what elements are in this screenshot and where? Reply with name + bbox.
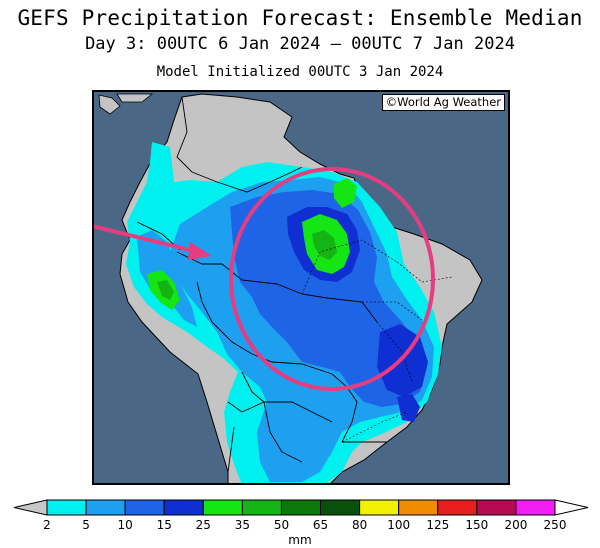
annotation-arrowhead <box>188 242 212 260</box>
colorbar-tick-label: 65 <box>313 518 328 532</box>
annotation-layer <box>94 167 435 391</box>
colorbar-swatch <box>202 499 243 516</box>
colorbar-swatch <box>85 499 126 516</box>
model-initialized: Model Initialized 00UTC 3 Jan 2024 <box>156 64 444 80</box>
colorbar-swatch <box>320 499 361 516</box>
colorbar-unit: mm <box>288 533 311 547</box>
colorbar-tick-label: 125 <box>426 518 449 532</box>
colorbar-tick-label: 2 <box>43 518 51 532</box>
colorbar-tick-label: 250 <box>544 518 567 532</box>
precipitation-map: ©World Ag Weather <box>92 90 510 485</box>
colorbar-swatch <box>515 499 556 516</box>
chart-title: GEFS Precipitation Forecast: Ensemble Me… <box>17 6 583 30</box>
colorbar-swatch <box>437 499 478 516</box>
colorbar-tick-label: 150 <box>465 518 488 532</box>
colorbar-tick-label: 5 <box>82 518 90 532</box>
credit-label: ©World Ag Weather <box>381 94 505 111</box>
colorbar-tick-label: 50 <box>274 518 289 532</box>
colorbar-tick-label: 10 <box>118 518 133 532</box>
colorbar-swatch <box>46 499 87 516</box>
colorbar-tick-label: 35 <box>235 518 250 532</box>
colorbar-swatch <box>280 499 322 516</box>
colorbar-tick-label: 200 <box>504 518 527 532</box>
colorbar-tick-label: 100 <box>387 518 410 532</box>
annotation-arrow <box>94 224 200 254</box>
colorbar-under-triangle <box>13 499 48 516</box>
colorbar-swatch <box>398 499 439 516</box>
colorbar-tick-label: 15 <box>157 518 172 532</box>
colorbar-swatch <box>163 499 204 516</box>
colorbar-swatch <box>124 499 165 516</box>
colorbar-swatch <box>359 499 400 516</box>
forecast-period: Day 3: 00UTC 6 Jan 2024 — 00UTC 7 Jan 20… <box>85 34 515 54</box>
annotation-ellipse <box>229 167 435 391</box>
colorbar-tick-label: 25 <box>196 518 211 532</box>
colorbar-swatch <box>241 499 282 516</box>
colorbar-over-triangle <box>554 499 589 516</box>
colorbar-tick-label: 80 <box>352 518 367 532</box>
colorbar-swatch <box>476 499 517 516</box>
precipitation-colorbar: 2 5 10 15 25 35 50 65 80 100 125 150 200 250 mm <box>13 499 589 547</box>
precip-35mm <box>312 230 337 260</box>
